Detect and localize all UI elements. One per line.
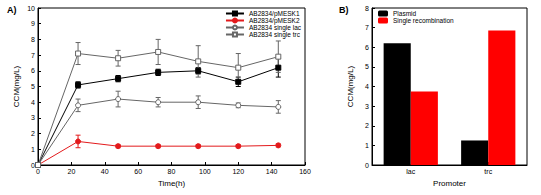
svg-text:AB2834 single lac: AB2834 single lac [249, 24, 301, 31]
svg-text:Promoter: Promoter [433, 179, 466, 188]
svg-text:CCM(mg/L): CCM(mg/L) [12, 66, 21, 108]
svg-text:1: 1 [365, 142, 369, 149]
svg-text:140: 140 [266, 168, 278, 175]
svg-text:0: 0 [365, 162, 369, 169]
svg-text:8: 8 [31, 36, 35, 43]
svg-text:3: 3 [31, 114, 35, 121]
svg-text:120: 120 [232, 168, 244, 175]
svg-text:B): B) [339, 5, 349, 15]
svg-text:4: 4 [365, 83, 369, 90]
svg-text:4: 4 [31, 99, 35, 106]
svg-text:Plasmid: Plasmid [393, 10, 417, 17]
svg-text:80: 80 [168, 168, 176, 175]
svg-text:7: 7 [31, 52, 35, 59]
svg-text:AB2834/pMESK1: AB2834/pMESK1 [249, 10, 300, 17]
svg-text:2: 2 [31, 130, 35, 137]
svg-text:AB2834 single trc: AB2834 single trc [249, 31, 301, 39]
svg-text:6: 6 [365, 44, 369, 51]
svg-text:AB2834/pMESK2: AB2834/pMESK2 [249, 17, 300, 24]
svg-text:2: 2 [365, 122, 369, 129]
svg-text:7: 7 [365, 24, 369, 31]
svg-text:1: 1 [31, 146, 35, 153]
svg-text:6: 6 [31, 67, 35, 74]
svg-text:160: 160 [299, 168, 311, 175]
svg-text:A): A) [7, 5, 17, 15]
svg-text:5: 5 [365, 63, 369, 70]
svg-text:Single recombination: Single recombination [393, 17, 454, 25]
svg-text:9: 9 [31, 20, 35, 27]
svg-text:3: 3 [365, 103, 369, 110]
svg-text:trc: trc [484, 168, 492, 175]
svg-text:5: 5 [31, 83, 35, 90]
svg-text:60: 60 [134, 168, 142, 175]
svg-text:100: 100 [199, 168, 211, 175]
svg-text:10: 10 [27, 5, 35, 12]
svg-text:0: 0 [31, 162, 35, 169]
svg-text:8: 8 [365, 5, 369, 12]
svg-text:20: 20 [67, 168, 75, 175]
svg-text:0: 0 [36, 168, 40, 175]
svg-text:lac: lac [406, 168, 415, 175]
svg-text:40: 40 [101, 168, 109, 175]
svg-text:Time(h): Time(h) [158, 179, 186, 188]
svg-text:CCM(mg/L): CCM(mg/L) [346, 66, 355, 108]
